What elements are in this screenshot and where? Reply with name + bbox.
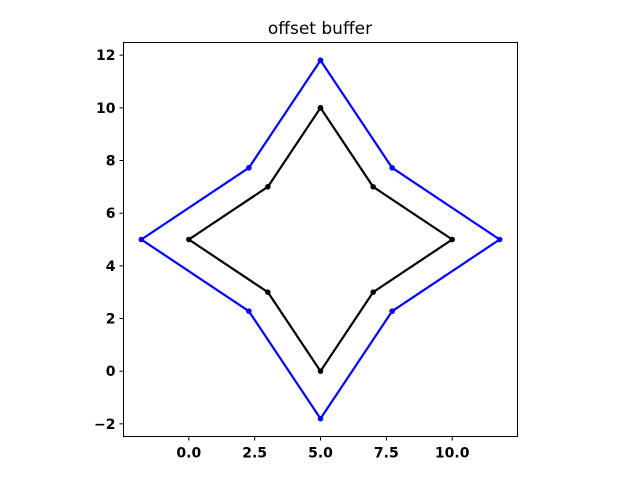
series-1-point [317, 368, 324, 374]
series-0-point [317, 57, 324, 64]
chart-title: offset buffer [268, 19, 372, 39]
y-tick-label: 0 [106, 364, 116, 380]
x-axis: 0.0 2.5 5.0 7.5 10.0 [176, 436, 470, 462]
series-0-point [246, 308, 252, 314]
plot-area [138, 57, 503, 422]
y-tick-label: 12 [96, 48, 115, 64]
series-1-point [265, 184, 271, 190]
y-tick-label: 10 [96, 101, 116, 117]
series-0-point [246, 165, 252, 171]
x-tick-label: 7.5 [374, 446, 399, 462]
y-tick-label: −2 [94, 417, 115, 433]
y-tick-label: 8 [106, 153, 116, 169]
series-1-point [186, 236, 192, 243]
series-1-point [265, 289, 271, 295]
y-axis: −2 0 2 4 6 8 10 12 [94, 48, 124, 433]
series-0-point [389, 165, 395, 171]
series-1-point [370, 184, 376, 190]
y-tick-label: 4 [106, 259, 116, 275]
x-tick-label: 2.5 [242, 446, 267, 462]
x-tick-label: 0.0 [176, 446, 201, 462]
x-tick-label: 10.0 [435, 446, 470, 462]
y-tick-label: 6 [106, 206, 116, 222]
series-1-point [370, 289, 376, 295]
series-0-point [138, 236, 145, 243]
series-1-point [449, 236, 455, 243]
series-0-point [496, 236, 503, 243]
series-1-point [317, 105, 324, 111]
series-0-point [389, 308, 395, 314]
series-1-line [187, 107, 454, 373]
series-0-point [317, 415, 324, 422]
y-tick-label: 2 [106, 312, 116, 328]
x-tick-label: 5.0 [308, 446, 333, 462]
series-0-line [140, 59, 501, 420]
axes-frame [123, 42, 518, 437]
